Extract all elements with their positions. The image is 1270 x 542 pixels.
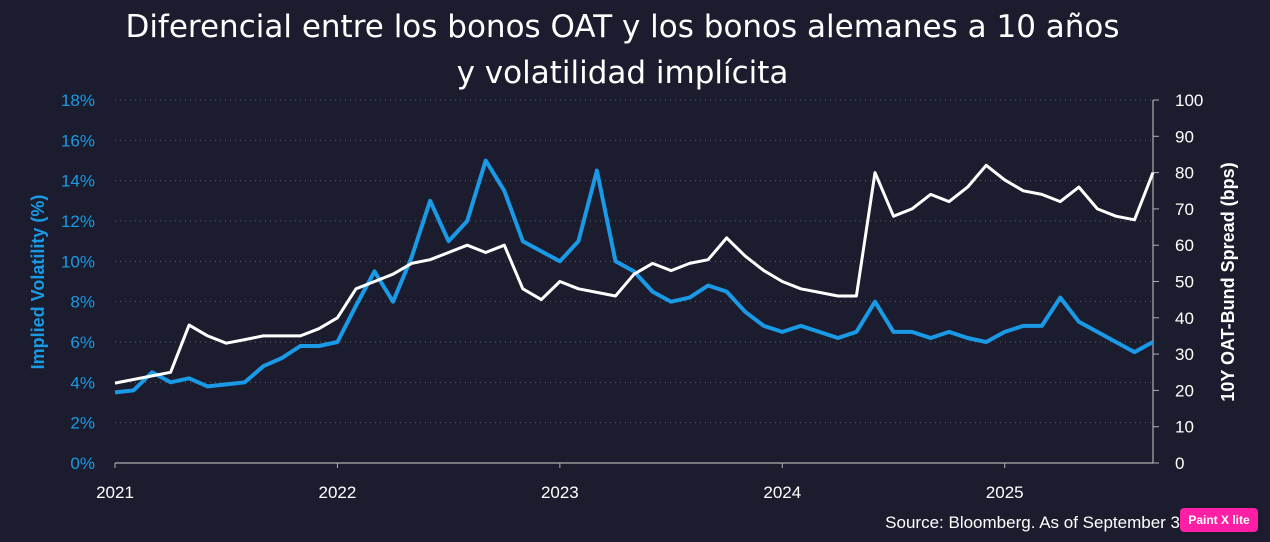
implied-volatility-line xyxy=(114,158,1154,395)
tick-labels: 0% 2% 4% 6% 8% 10% 12% 14% 16% 18% 0 10 20 30 40 50 60 70… xyxy=(61,91,1203,502)
gridlines xyxy=(115,99,1153,424)
chart-title-line-2: y volatilidad implícita xyxy=(456,55,789,91)
right-tick-label: 80 xyxy=(1175,164,1194,183)
x-tick-label: 2022 xyxy=(319,483,357,502)
source-note: Source: Bloomberg. As of September 3 xyxy=(885,513,1180,532)
chart-title-line-1: Diferencial entre los bonos OAT y los bo… xyxy=(125,9,1120,45)
left-tick-label: 6% xyxy=(70,333,95,352)
axes xyxy=(114,99,1159,468)
x-tick-label: 2023 xyxy=(541,483,579,502)
left-tick-label: 18% xyxy=(61,91,95,110)
right-tick-label: 100 xyxy=(1175,91,1203,110)
right-tick-label: 50 xyxy=(1175,273,1194,292)
right-tick-label: 30 xyxy=(1175,345,1194,364)
x-tick-label: 2024 xyxy=(763,483,801,502)
x-tick-label: 2021 xyxy=(96,483,134,502)
left-tick-label: 0% xyxy=(70,454,95,473)
right-tick-label: 10 xyxy=(1175,418,1194,437)
right-tick-label: 20 xyxy=(1175,381,1194,400)
oat-bund-spread-line xyxy=(114,163,1155,385)
left-tick-label: 8% xyxy=(70,293,95,312)
x-tick-label: 2025 xyxy=(986,483,1024,502)
right-tick-label: 0 xyxy=(1175,454,1184,473)
right-tick-label: 90 xyxy=(1175,127,1194,146)
left-tick-label: 12% xyxy=(61,212,95,231)
app-badge: Paint X lite xyxy=(1180,508,1258,532)
chart-title: Diferencial entre los bonos OAT y los bo… xyxy=(0,4,1245,96)
right-tick-label: 40 xyxy=(1175,309,1194,328)
left-axis-label: Implied Volatility (%) xyxy=(28,195,48,370)
left-tick-label: 14% xyxy=(61,172,95,191)
right-axis-label: 10Y OAT-Bund Spread (bps) xyxy=(1218,162,1238,401)
left-tick-label: 4% xyxy=(70,373,95,392)
left-tick-label: 2% xyxy=(70,414,95,433)
left-tick-label: 16% xyxy=(61,131,95,150)
right-tick-label: 60 xyxy=(1175,236,1194,255)
left-tick-label: 10% xyxy=(61,252,95,271)
right-tick-label: 70 xyxy=(1175,200,1194,219)
